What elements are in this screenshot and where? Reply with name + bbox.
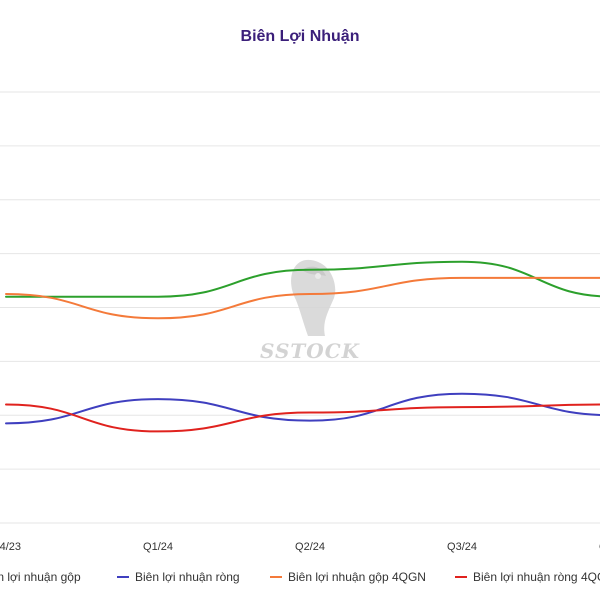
x-tick-label: Q4/23 [0,541,21,553]
series-lines [5,260,600,433]
series-line-4 [5,403,600,433]
watermark-text: SSTOCK [260,339,361,363]
x-tick-label: Q3/24 [447,541,477,553]
series-line-3 [5,276,600,320]
legend-item-label[interactable]: Biên lợi nhuận gộp 4QGN [288,570,426,584]
x-tick-label: Q2/24 [295,541,325,553]
legend-item-label[interactable]: Biên lợi nhuận ròng 4QGN [473,570,600,584]
horse-head-icon [291,259,336,336]
legend: Biên lợi nhuận gộp Biên lợi nhuận ròng Biê… [0,570,600,584]
x-tick-label: Q1/24 [143,541,173,553]
legend-item-label[interactable]: Biên lợi nhuận ròng [135,570,240,584]
series-line-2 [5,392,600,425]
legend-item-label[interactable]: Biên lợi nhuận gộp [0,570,81,584]
watermark: SSTOCK [260,259,361,363]
chart-title: Biên Lợi Nhuận [240,28,360,45]
